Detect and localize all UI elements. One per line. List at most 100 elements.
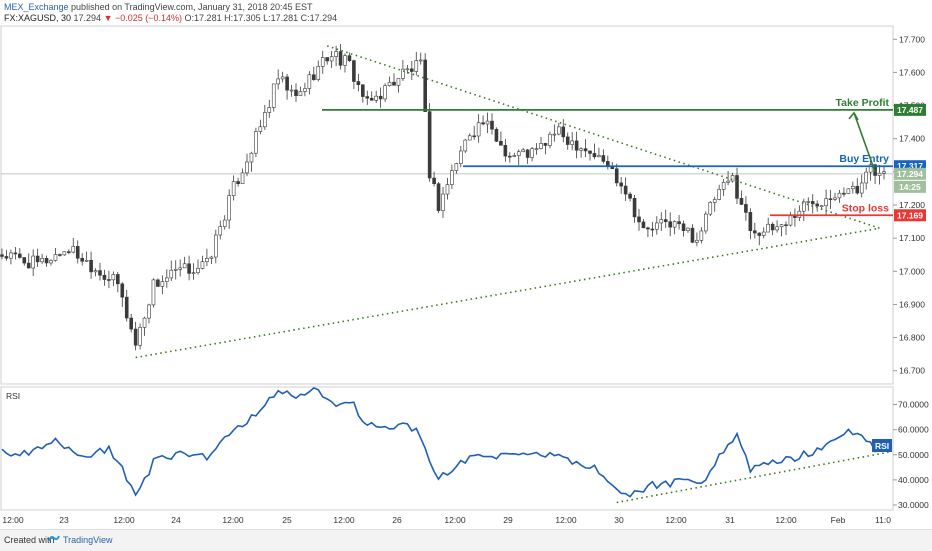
candle-body[interactable] <box>690 227 695 243</box>
candle-body[interactable] <box>802 201 806 212</box>
candle-body[interactable] <box>289 89 294 92</box>
candle-body[interactable] <box>258 126 263 132</box>
candle-body[interactable] <box>806 201 811 203</box>
candle-body[interactable] <box>882 171 886 174</box>
candle-body[interactable] <box>343 55 347 66</box>
candle-body[interactable] <box>851 186 855 190</box>
candle-body[interactable] <box>525 149 530 158</box>
candle-body[interactable] <box>22 257 27 264</box>
candle-body[interactable] <box>138 327 142 346</box>
candle-body[interactable] <box>427 111 432 179</box>
candle-body[interactable] <box>646 227 650 230</box>
candle-body[interactable] <box>828 198 833 200</box>
descending-trendline[interactable] <box>326 45 880 229</box>
candle-body[interactable] <box>454 163 459 171</box>
candle-body[interactable] <box>623 185 628 195</box>
candle-body[interactable] <box>405 68 410 71</box>
candle-body[interactable] <box>338 51 343 66</box>
candle-body[interactable] <box>71 246 76 253</box>
candle-body[interactable] <box>543 143 548 146</box>
candle-body[interactable] <box>597 155 601 158</box>
tradingview-link[interactable]: TradingView <box>63 535 113 545</box>
candle-body[interactable] <box>147 304 151 319</box>
candle-body[interactable] <box>842 192 846 195</box>
candle-body[interactable] <box>641 221 646 229</box>
candle-body[interactable] <box>445 184 450 195</box>
candle-body[interactable] <box>369 97 374 101</box>
candle-body[interactable] <box>721 182 726 190</box>
candle-body[interactable] <box>231 181 236 196</box>
candle-body[interactable] <box>485 120 490 125</box>
candle-body[interactable] <box>26 262 31 269</box>
candle-body[interactable] <box>294 89 298 97</box>
candle-body[interactable] <box>142 317 147 328</box>
candle-body[interactable] <box>579 148 583 151</box>
candle-body[interactable] <box>84 259 89 262</box>
candle-body[interactable] <box>530 148 534 158</box>
candle-body[interactable] <box>209 256 214 259</box>
candle-body[interactable] <box>570 140 574 145</box>
candle-body[interactable] <box>681 223 686 231</box>
candle-body[interactable] <box>757 232 762 236</box>
candle-body[interactable] <box>107 279 111 281</box>
candle-body[interactable] <box>472 135 476 138</box>
candle-body[interactable] <box>868 164 873 173</box>
candle-body[interactable] <box>245 161 249 174</box>
candle-body[interactable] <box>120 283 125 298</box>
candle-body[interactable] <box>699 230 704 241</box>
candle-body[interactable] <box>677 221 681 225</box>
candle-body[interactable] <box>481 122 485 125</box>
candle-body[interactable] <box>365 96 370 99</box>
candle-body[interactable] <box>111 274 116 281</box>
candle-body[interactable] <box>267 107 272 113</box>
candle-body[interactable] <box>325 57 329 62</box>
candle-body[interactable] <box>178 267 182 270</box>
candle-body[interactable] <box>574 140 579 151</box>
candle-body[interactable] <box>182 263 187 269</box>
candle-body[interactable] <box>779 224 784 228</box>
candle-body[interactable] <box>672 221 677 228</box>
candle-body[interactable] <box>227 195 231 221</box>
candle-body[interactable] <box>748 212 753 232</box>
candle-body[interactable] <box>655 222 659 230</box>
candle-body[interactable] <box>214 234 218 258</box>
candle-body[interactable] <box>49 260 53 264</box>
candle-body[interactable] <box>819 205 824 208</box>
candle-body[interactable] <box>298 91 303 97</box>
candle-body[interactable] <box>102 274 107 280</box>
candle-body[interactable] <box>187 263 191 274</box>
rsi-trendline[interactable] <box>616 451 889 504</box>
candle-body[interactable] <box>726 180 730 183</box>
candle-body[interactable] <box>240 172 245 184</box>
candle-body[interactable] <box>410 68 414 72</box>
candle-body[interactable] <box>735 175 739 199</box>
candle-body[interactable] <box>156 279 160 287</box>
candle-body[interactable] <box>312 74 316 80</box>
candle-body[interactable] <box>263 112 267 128</box>
chart-canvas[interactable]: Take Profit Buy Entry Stop loss RSI RSI 17.… <box>0 0 932 530</box>
candle-body[interactable] <box>58 254 62 256</box>
candle-body[interactable] <box>712 199 717 203</box>
candle-body[interactable] <box>548 133 552 146</box>
candle-body[interactable] <box>13 252 18 255</box>
candle-body[interactable] <box>116 274 120 285</box>
candle-body[interactable] <box>864 171 868 184</box>
candle-body[interactable] <box>784 224 788 227</box>
candle-body[interactable] <box>565 136 570 145</box>
candle-body[interactable] <box>739 198 744 205</box>
candle-body[interactable] <box>877 172 882 176</box>
candle-body[interactable] <box>124 296 129 319</box>
candle-body[interactable] <box>708 202 713 215</box>
candle-body[interactable] <box>859 182 864 194</box>
candle-body[interactable] <box>67 251 71 253</box>
candle-body[interactable] <box>503 144 508 157</box>
candle-body[interactable] <box>775 226 779 231</box>
candle-body[interactable] <box>659 219 664 224</box>
candle-body[interactable] <box>730 175 735 182</box>
candle-body[interactable] <box>276 78 280 85</box>
candle-body[interactable] <box>788 214 793 226</box>
candle-body[interactable] <box>129 317 133 330</box>
candle-body[interactable] <box>539 143 543 149</box>
candle-body[interactable] <box>303 88 307 92</box>
candle-body[interactable] <box>133 328 138 346</box>
